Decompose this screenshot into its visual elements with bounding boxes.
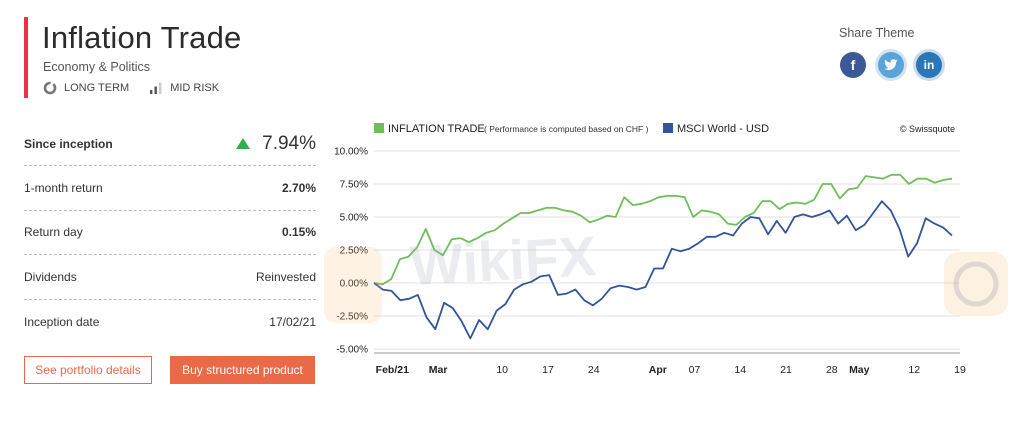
share-theme: Share Theme f in xyxy=(839,26,954,78)
return-day-value: 0.15% xyxy=(281,225,316,240)
one-month-value: 2.70% xyxy=(281,180,316,195)
x-tick-label: 14 xyxy=(734,364,746,376)
performance-stats: Since inception 7.94% 1-month return 2.7… xyxy=(24,122,316,344)
x-tick-label: Feb/21 xyxy=(376,364,409,376)
time-horizon-label: LONG TERM xyxy=(64,82,130,94)
y-tick-label: 10.00% xyxy=(334,147,368,158)
legend-label-inflation-trade: INFLATION TRADE xyxy=(388,123,485,135)
x-tick-label: 07 xyxy=(689,364,701,376)
see-portfolio-details-button[interactable]: See portfolio details xyxy=(24,356,152,384)
stat-row-return-day: Return day 0.15% xyxy=(24,211,316,255)
x-tick-label: 21 xyxy=(780,364,792,376)
one-month-label: 1-month return xyxy=(24,180,103,195)
chart-grid xyxy=(374,150,960,354)
stat-row-inception-date: Inception date 17/02/21 xyxy=(24,300,316,345)
page-title: Inflation Trade xyxy=(42,20,242,55)
y-tick-label: -5.00% xyxy=(336,345,368,356)
time-horizon-icon xyxy=(43,81,57,95)
series-line-inflation-trade xyxy=(373,173,953,286)
y-tick-label: 5.00% xyxy=(340,213,368,224)
dividends-value: Reinvested xyxy=(255,269,316,284)
x-tick-label: May xyxy=(849,364,870,376)
x-tick-label: 12 xyxy=(908,364,920,376)
chart-lines xyxy=(373,173,953,340)
x-tick-label: 24 xyxy=(588,364,600,376)
y-tick-label: 0.00% xyxy=(340,279,368,290)
y-tick-label: 7.50% xyxy=(340,180,368,191)
stat-row-since-inception: Since inception 7.94% xyxy=(24,122,316,166)
title-accent-bar xyxy=(24,17,28,98)
legend-label-msci-world: MSCI World - USD xyxy=(677,123,769,135)
inception-date-label: Inception date xyxy=(24,314,100,329)
chart-legend: INFLATION TRADE ( Performance is compute… xyxy=(374,123,955,135)
up-arrow-icon xyxy=(236,138,251,149)
share-icons: f in xyxy=(839,52,954,78)
x-axis-ticks: Feb/21 Mar 10 17 24 Apr 07 14 21 28 May 12 19 xyxy=(376,364,966,376)
since-inception-number: 7.94% xyxy=(262,132,316,154)
watermark-logo-icon xyxy=(944,252,1008,316)
series-line-msci-world xyxy=(373,200,953,340)
x-tick-label: Mar xyxy=(429,364,448,376)
legend-swatch-msci-world xyxy=(663,123,673,133)
page-subtitle: Economy & Politics xyxy=(43,60,150,74)
share-theme-label: Share Theme xyxy=(839,26,915,40)
dividends-label: Dividends xyxy=(24,269,77,284)
x-tick-label: 10 xyxy=(496,364,508,376)
risk-level-tag: MID RISK xyxy=(149,81,219,95)
stat-row-one-month: 1-month return 2.70% xyxy=(24,166,316,211)
since-inception-label: Since inception xyxy=(24,136,113,151)
y-tick-label: 2.50% xyxy=(340,246,368,257)
chart-credit: © Swissquote xyxy=(900,124,955,134)
twitter-icon[interactable] xyxy=(878,52,904,78)
linkedin-icon[interactable]: in xyxy=(916,52,942,78)
x-tick-label: 17 xyxy=(542,364,554,376)
legend-note: ( Performance is computed based on CHF ) xyxy=(484,124,649,134)
y-tick-label: -2.50% xyxy=(336,312,368,323)
x-tick-label: Apr xyxy=(649,364,667,376)
performance-chart: INFLATION TRADE ( Performance is compute… xyxy=(334,123,966,376)
x-tick-label: 19 xyxy=(954,364,966,376)
facebook-icon[interactable]: f xyxy=(840,52,866,78)
theme-tags: LONG TERM MID RISK xyxy=(43,81,239,95)
risk-level-label: MID RISK xyxy=(170,82,220,94)
y-axis-ticks: 10.00% 7.50% 5.00% 2.50% 0.00% -2.50% -5.00% xyxy=(334,147,368,356)
legend-swatch-inflation-trade xyxy=(374,123,384,133)
x-tick-label: 28 xyxy=(826,364,838,376)
inception-date-value: 17/02/21 xyxy=(269,314,316,329)
watermark-logo-left-icon xyxy=(324,247,382,323)
return-day-label: Return day xyxy=(24,225,83,240)
since-inception-value: 7.94% xyxy=(236,133,316,155)
buy-structured-product-button[interactable]: Buy structured product xyxy=(170,356,315,384)
risk-level-icon xyxy=(150,82,162,94)
time-horizon-tag: LONG TERM xyxy=(43,81,129,95)
stat-row-dividends: Dividends Reinvested xyxy=(24,255,316,300)
